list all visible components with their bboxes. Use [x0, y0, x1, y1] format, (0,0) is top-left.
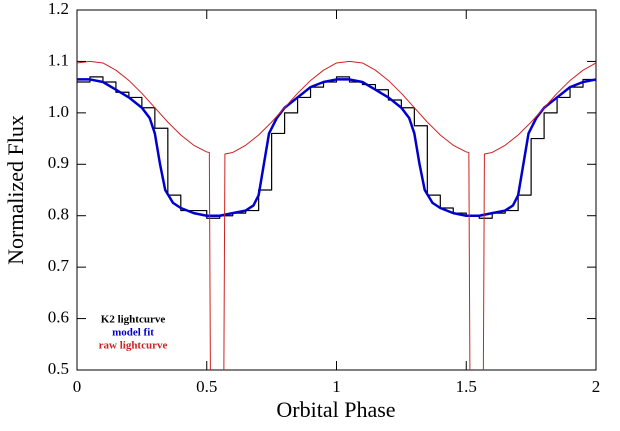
- y-axis-label: Normalized Flux: [3, 115, 28, 265]
- legend-entry: raw lightcurve: [99, 340, 168, 352]
- x-axis-label: Orbital Phase: [276, 397, 395, 422]
- x-tick-label: 1: [332, 377, 341, 396]
- y-tick-label: 1.2: [48, 0, 69, 18]
- y-tick-label: 1.0: [48, 102, 69, 121]
- y-tick-label: 0.7: [48, 256, 70, 275]
- y-tick-label: 0.9: [48, 153, 69, 172]
- series-line: [77, 76, 596, 219]
- y-tick-label: 0.5: [48, 359, 69, 378]
- y-tick-label: 1.1: [48, 50, 69, 69]
- series-line: [77, 60, 596, 370]
- x-tick-label: 0: [73, 377, 82, 396]
- y-tick-label: 0.8: [48, 205, 69, 224]
- x-tick-label: 0.5: [196, 377, 217, 396]
- x-tick-label: 2: [592, 377, 601, 396]
- x-tick-label: 1.5: [456, 377, 477, 396]
- y-tick-label: 0.6: [48, 307, 69, 326]
- legend-entry: K2 lightcurve: [101, 314, 166, 326]
- legend-entry: model fit: [112, 327, 154, 339]
- plot-area: [77, 60, 596, 370]
- series-line: [77, 78, 596, 217]
